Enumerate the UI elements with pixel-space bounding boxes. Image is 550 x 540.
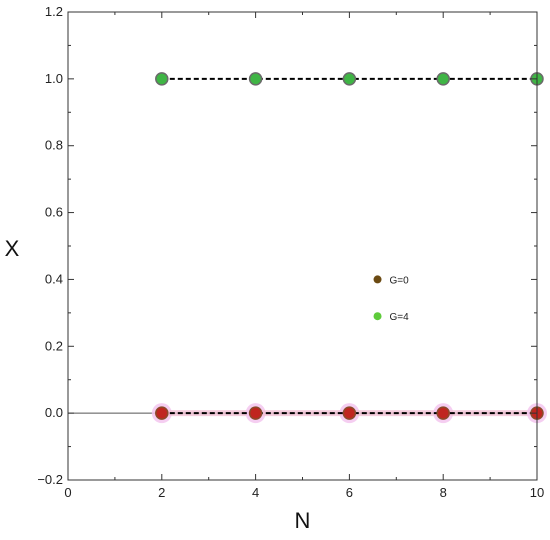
data-point <box>342 72 357 86</box>
data-point <box>342 406 357 420</box>
x-tick-label: 10 <box>530 485 544 500</box>
ticks-layer <box>67 11 538 481</box>
y-tick-label: 0.2 <box>45 338 63 353</box>
legend-marker-g0 <box>373 275 382 284</box>
x-tick-label: 4 <box>252 485 259 500</box>
y-axis-title: X <box>5 236 20 261</box>
x-tick-label: 6 <box>346 485 353 500</box>
legend-marker-g4 <box>373 312 382 321</box>
data-point <box>155 406 169 420</box>
data-point <box>155 72 169 86</box>
x-tick-label: 8 <box>440 485 447 500</box>
band-highlight <box>161 410 256 417</box>
y-tick-label: 1.0 <box>45 71 63 86</box>
y-tick-label: 0.0 <box>45 405 63 420</box>
y-tick-label: 0.6 <box>45 205 63 220</box>
tick-labels-layer: 0 2 4 6 8 10 −0.2 0.0 0.2 0.4 0.6 0.8 1.0 1.2 <box>37 4 544 500</box>
dashed-line-layer <box>161 77 537 415</box>
data-point <box>248 406 263 420</box>
legend: G=0 G=4 <box>373 275 410 323</box>
x-tick-label: 2 <box>158 485 165 500</box>
data-point <box>436 406 450 420</box>
y-tick-label: 1.2 <box>45 4 63 19</box>
y-tick-label: 0.8 <box>45 138 63 153</box>
plot-frame <box>67 11 538 481</box>
x-axis-title: N <box>295 508 311 533</box>
y-tick-label: −0.2 <box>37 472 63 487</box>
y-tick-label: 0.4 <box>45 271 63 286</box>
data-point <box>248 72 263 86</box>
data-point <box>436 72 450 86</box>
points-layer <box>155 72 544 420</box>
legend-label-g0: G=0 <box>390 275 410 286</box>
legend-label-g4: G=4 <box>390 312 410 323</box>
x-tick-label: 0 <box>64 485 71 500</box>
